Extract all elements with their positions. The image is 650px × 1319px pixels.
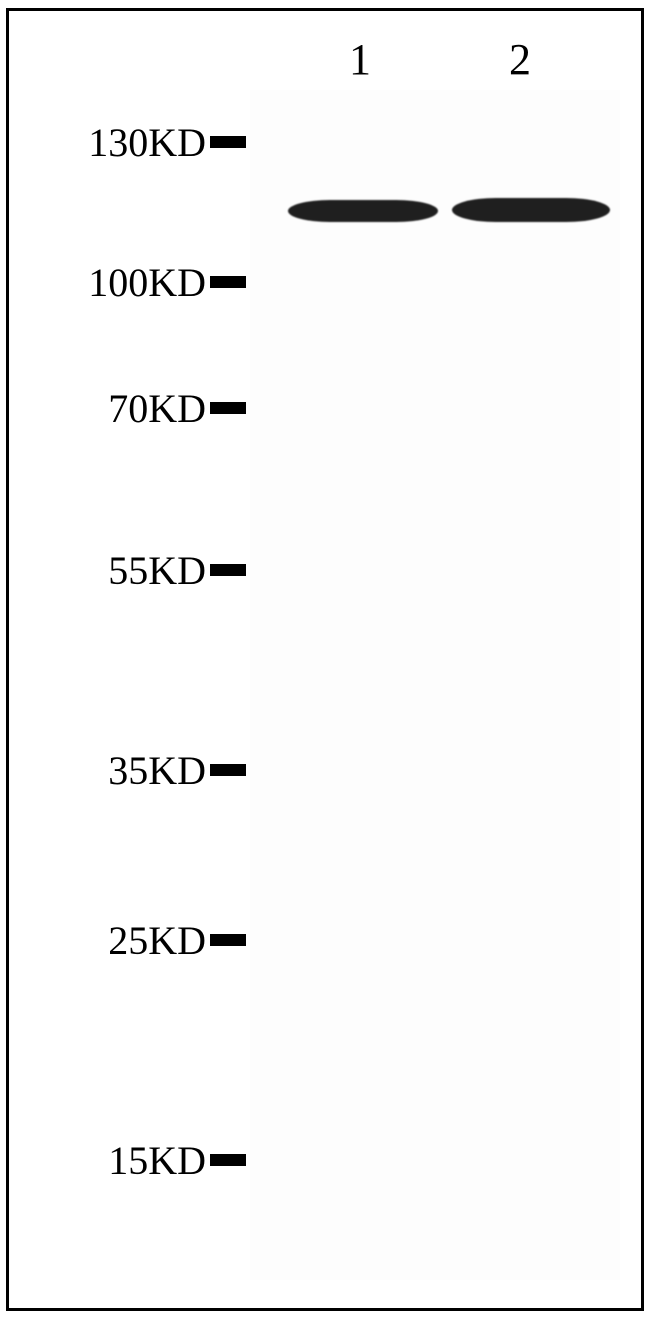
marker-tick-70kd — [210, 402, 246, 414]
band-lane-2 — [452, 198, 610, 222]
marker-tick-25kd — [210, 934, 246, 946]
blot-membrane-area — [250, 90, 620, 1280]
marker-label-70kd: 70KD — [108, 385, 206, 432]
lane-label-2: 2 — [509, 34, 531, 85]
marker-tick-100kd — [210, 276, 246, 288]
band-lane-1 — [288, 200, 438, 222]
marker-label-55kd: 55KD — [108, 547, 206, 594]
marker-label-25kd: 25KD — [108, 917, 206, 964]
marker-tick-15kd — [210, 1154, 246, 1166]
marker-label-15kd: 15KD — [108, 1137, 206, 1184]
marker-tick-130kd — [210, 136, 246, 148]
marker-label-130kd: 130KD — [88, 119, 206, 166]
marker-tick-35kd — [210, 764, 246, 776]
marker-label-100kd: 100KD — [88, 259, 206, 306]
marker-tick-55kd — [210, 564, 246, 576]
lane-label-1: 1 — [349, 34, 371, 85]
marker-label-35kd: 35KD — [108, 747, 206, 794]
